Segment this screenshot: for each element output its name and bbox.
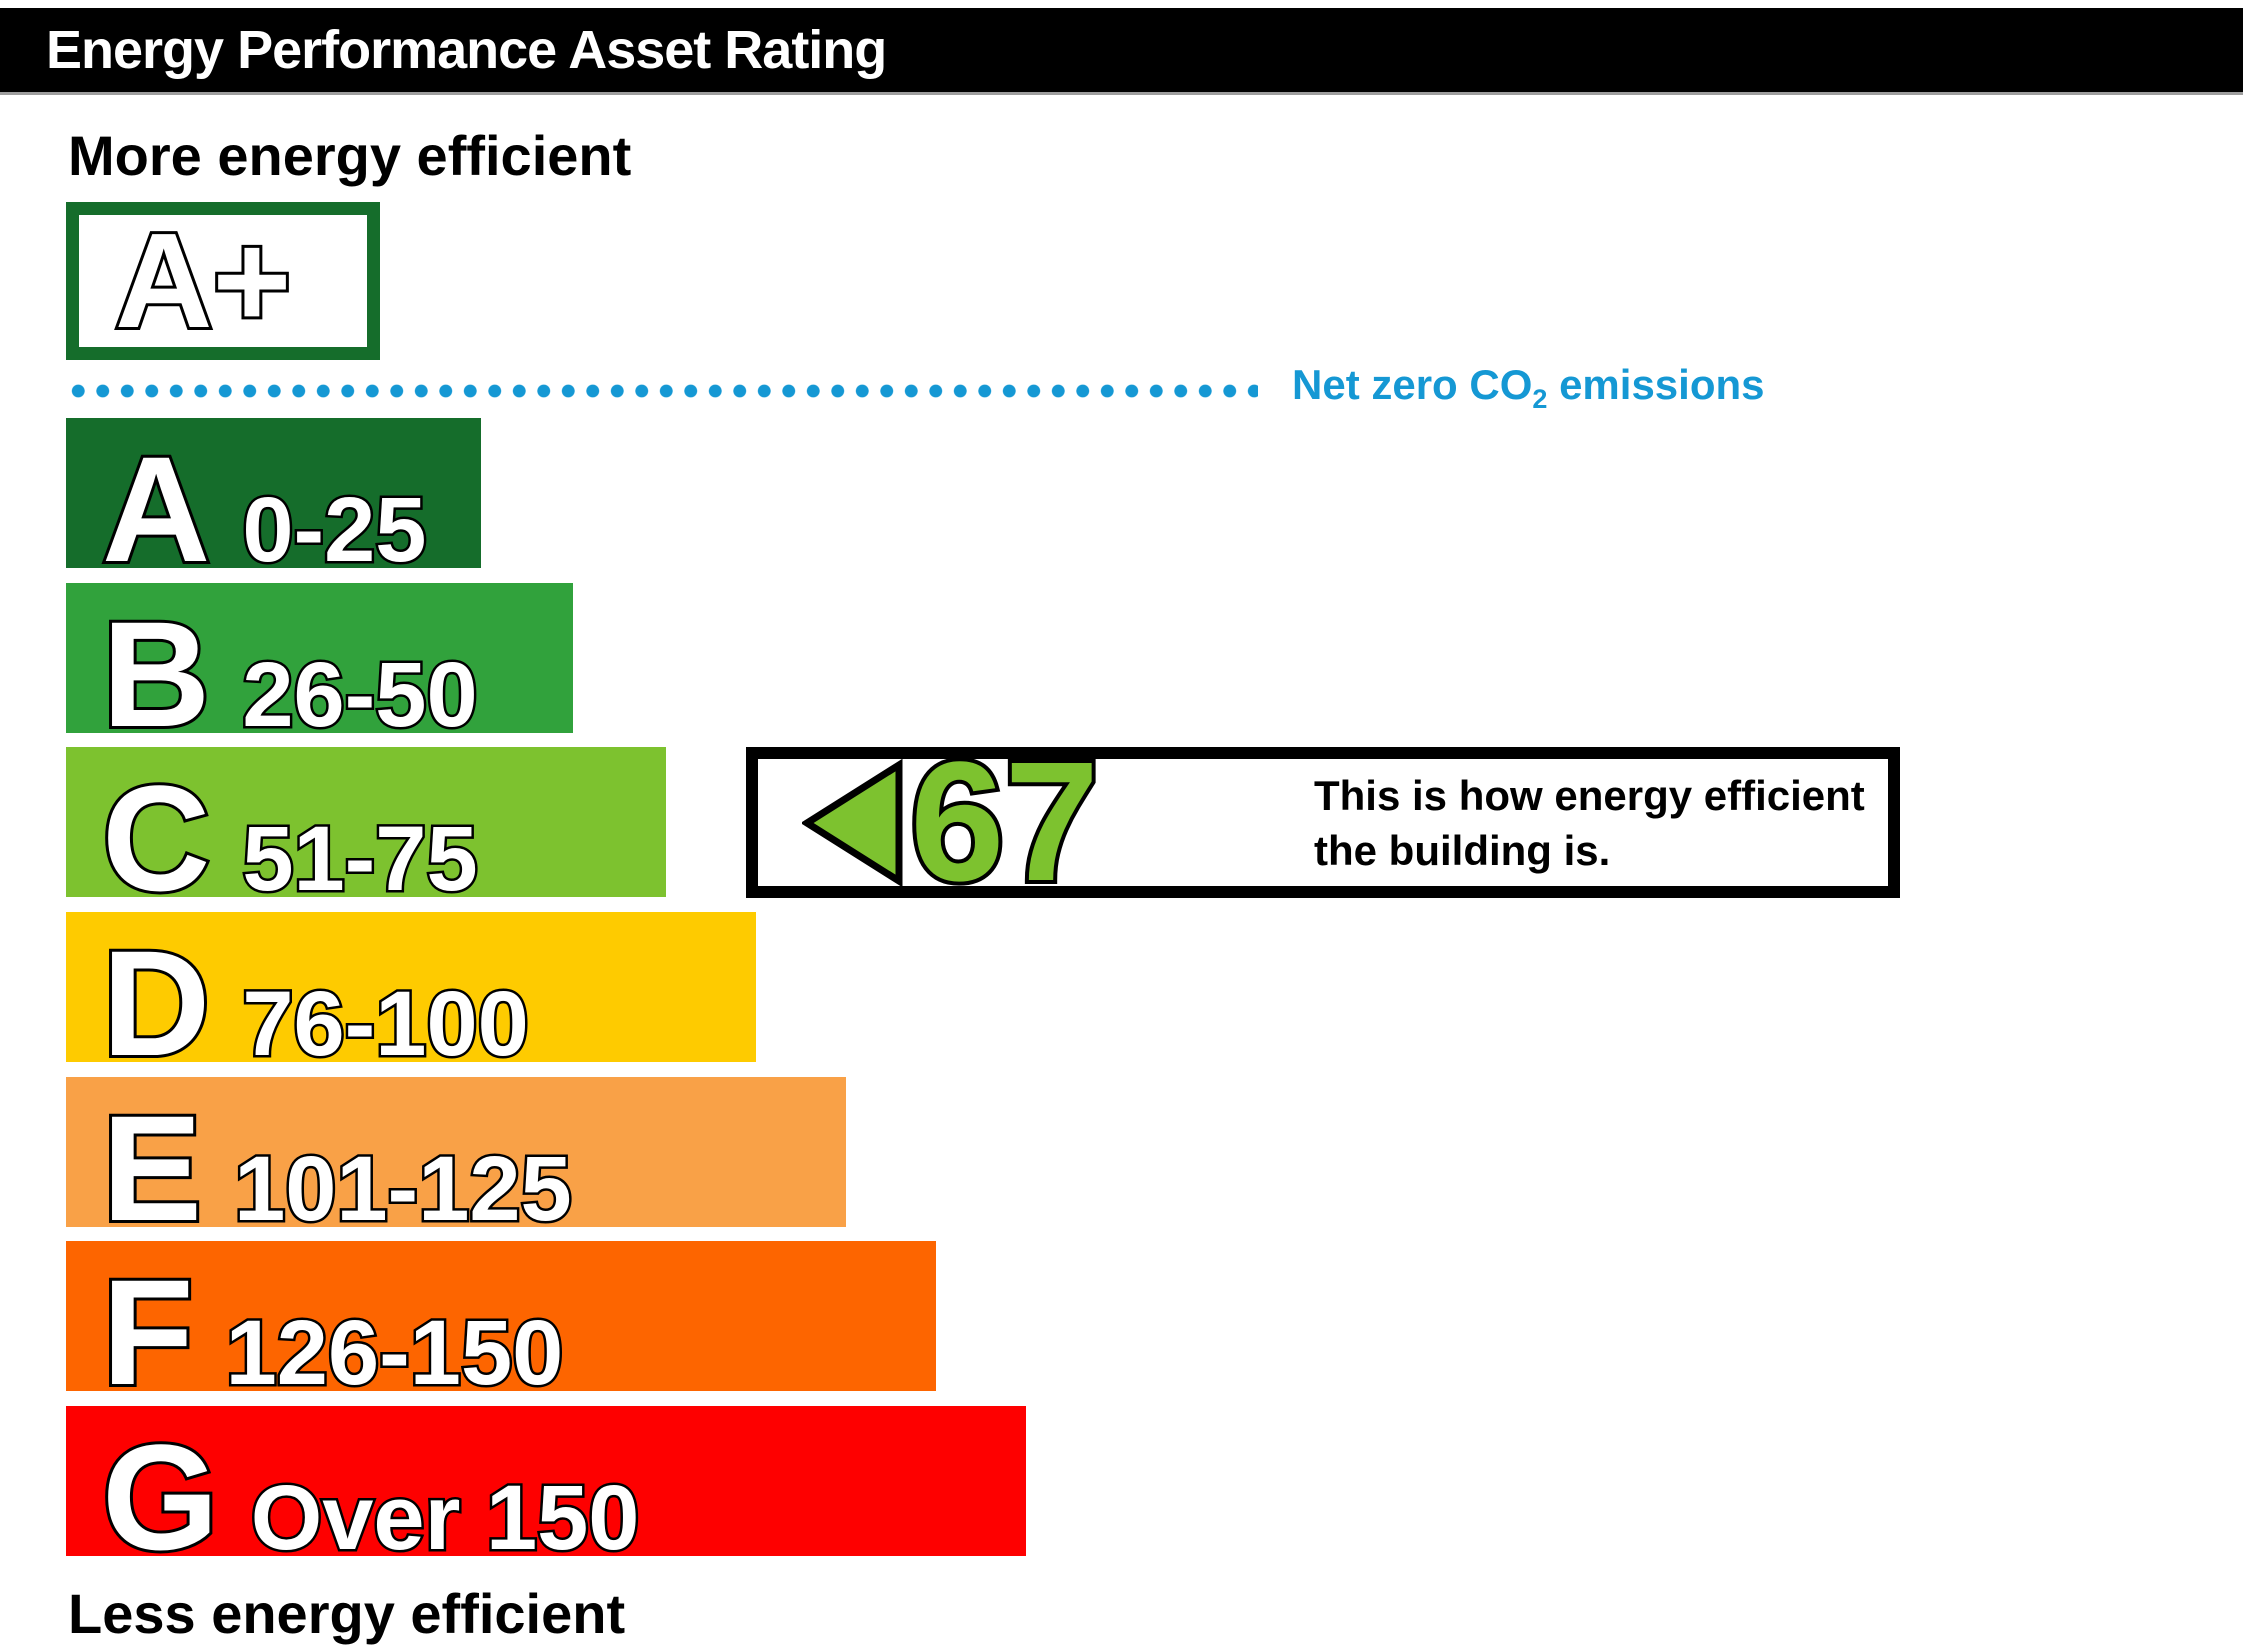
band-b: B 26-50 bbox=[66, 583, 573, 752]
band-e: E 101-125 bbox=[66, 1077, 846, 1246]
band-label: A 0-25 bbox=[99, 425, 429, 593]
less-energy-efficient-label: Less energy efficient bbox=[68, 1582, 626, 1645]
band-letter: G bbox=[99, 1413, 222, 1581]
band-letter: E bbox=[99, 1084, 205, 1252]
left-arrow-icon bbox=[802, 758, 903, 887]
band-c: C 51-75 bbox=[66, 747, 666, 916]
band-a-plus-letter: A+ bbox=[112, 205, 294, 356]
band-range: 126-150 bbox=[223, 1302, 566, 1404]
band-label: G Over 150 bbox=[99, 1413, 642, 1581]
net-zero-dotted-line bbox=[66, 384, 1258, 398]
net-zero-subscript: 2 bbox=[1532, 384, 1548, 414]
band-a: A 0-25 bbox=[66, 418, 481, 587]
band-label: E 101-125 bbox=[99, 1084, 575, 1252]
header-bar: Energy Performance Asset Rating bbox=[0, 8, 2243, 95]
page-title: Energy Performance Asset Rating bbox=[46, 20, 887, 80]
band-label: D 76-100 bbox=[99, 919, 531, 1087]
band-f: F 126-150 bbox=[66, 1241, 936, 1410]
band-range: 0-25 bbox=[240, 479, 429, 581]
net-zero-emissions-label: Net zero CO2 emissions bbox=[1292, 361, 1765, 413]
band-d: D 76-100 bbox=[66, 912, 756, 1081]
band-letter: D bbox=[99, 919, 213, 1087]
band-range: 76-100 bbox=[240, 973, 531, 1075]
rating-indicator-text-line2: the building is. bbox=[1314, 826, 1611, 874]
more-energy-efficient-label: More energy efficient bbox=[68, 124, 632, 187]
net-zero-text-tail: emissions bbox=[1547, 361, 1765, 408]
band-g: G Over 150 bbox=[66, 1406, 1026, 1575]
band-letter: A bbox=[99, 425, 213, 593]
rating-indicator-box: 67 This is how energy efficient the buil… bbox=[746, 727, 1900, 917]
band-range: 26-50 bbox=[240, 644, 480, 746]
net-zero-text: Net zero CO bbox=[1292, 361, 1533, 408]
band-label: F 126-150 bbox=[99, 1248, 566, 1416]
band-label: B 26-50 bbox=[99, 590, 480, 758]
band-letter: B bbox=[99, 590, 213, 758]
band-letter: C bbox=[99, 754, 213, 922]
band-range: Over 150 bbox=[248, 1467, 642, 1569]
rating-indicator-text-line1: This is how energy efficient bbox=[1314, 771, 1865, 819]
band-range: 101-125 bbox=[232, 1138, 575, 1240]
rating-value: 67 bbox=[906, 727, 1103, 917]
band-range: 51-75 bbox=[240, 808, 480, 910]
rating-indicator-content: 67 bbox=[758, 727, 1888, 917]
band-letter: F bbox=[99, 1248, 197, 1416]
band-a-plus: A+ bbox=[66, 202, 380, 360]
band-label: C 51-75 bbox=[99, 754, 480, 922]
rating-indicator-text: This is how energy efficient the buildin… bbox=[1314, 768, 1865, 878]
